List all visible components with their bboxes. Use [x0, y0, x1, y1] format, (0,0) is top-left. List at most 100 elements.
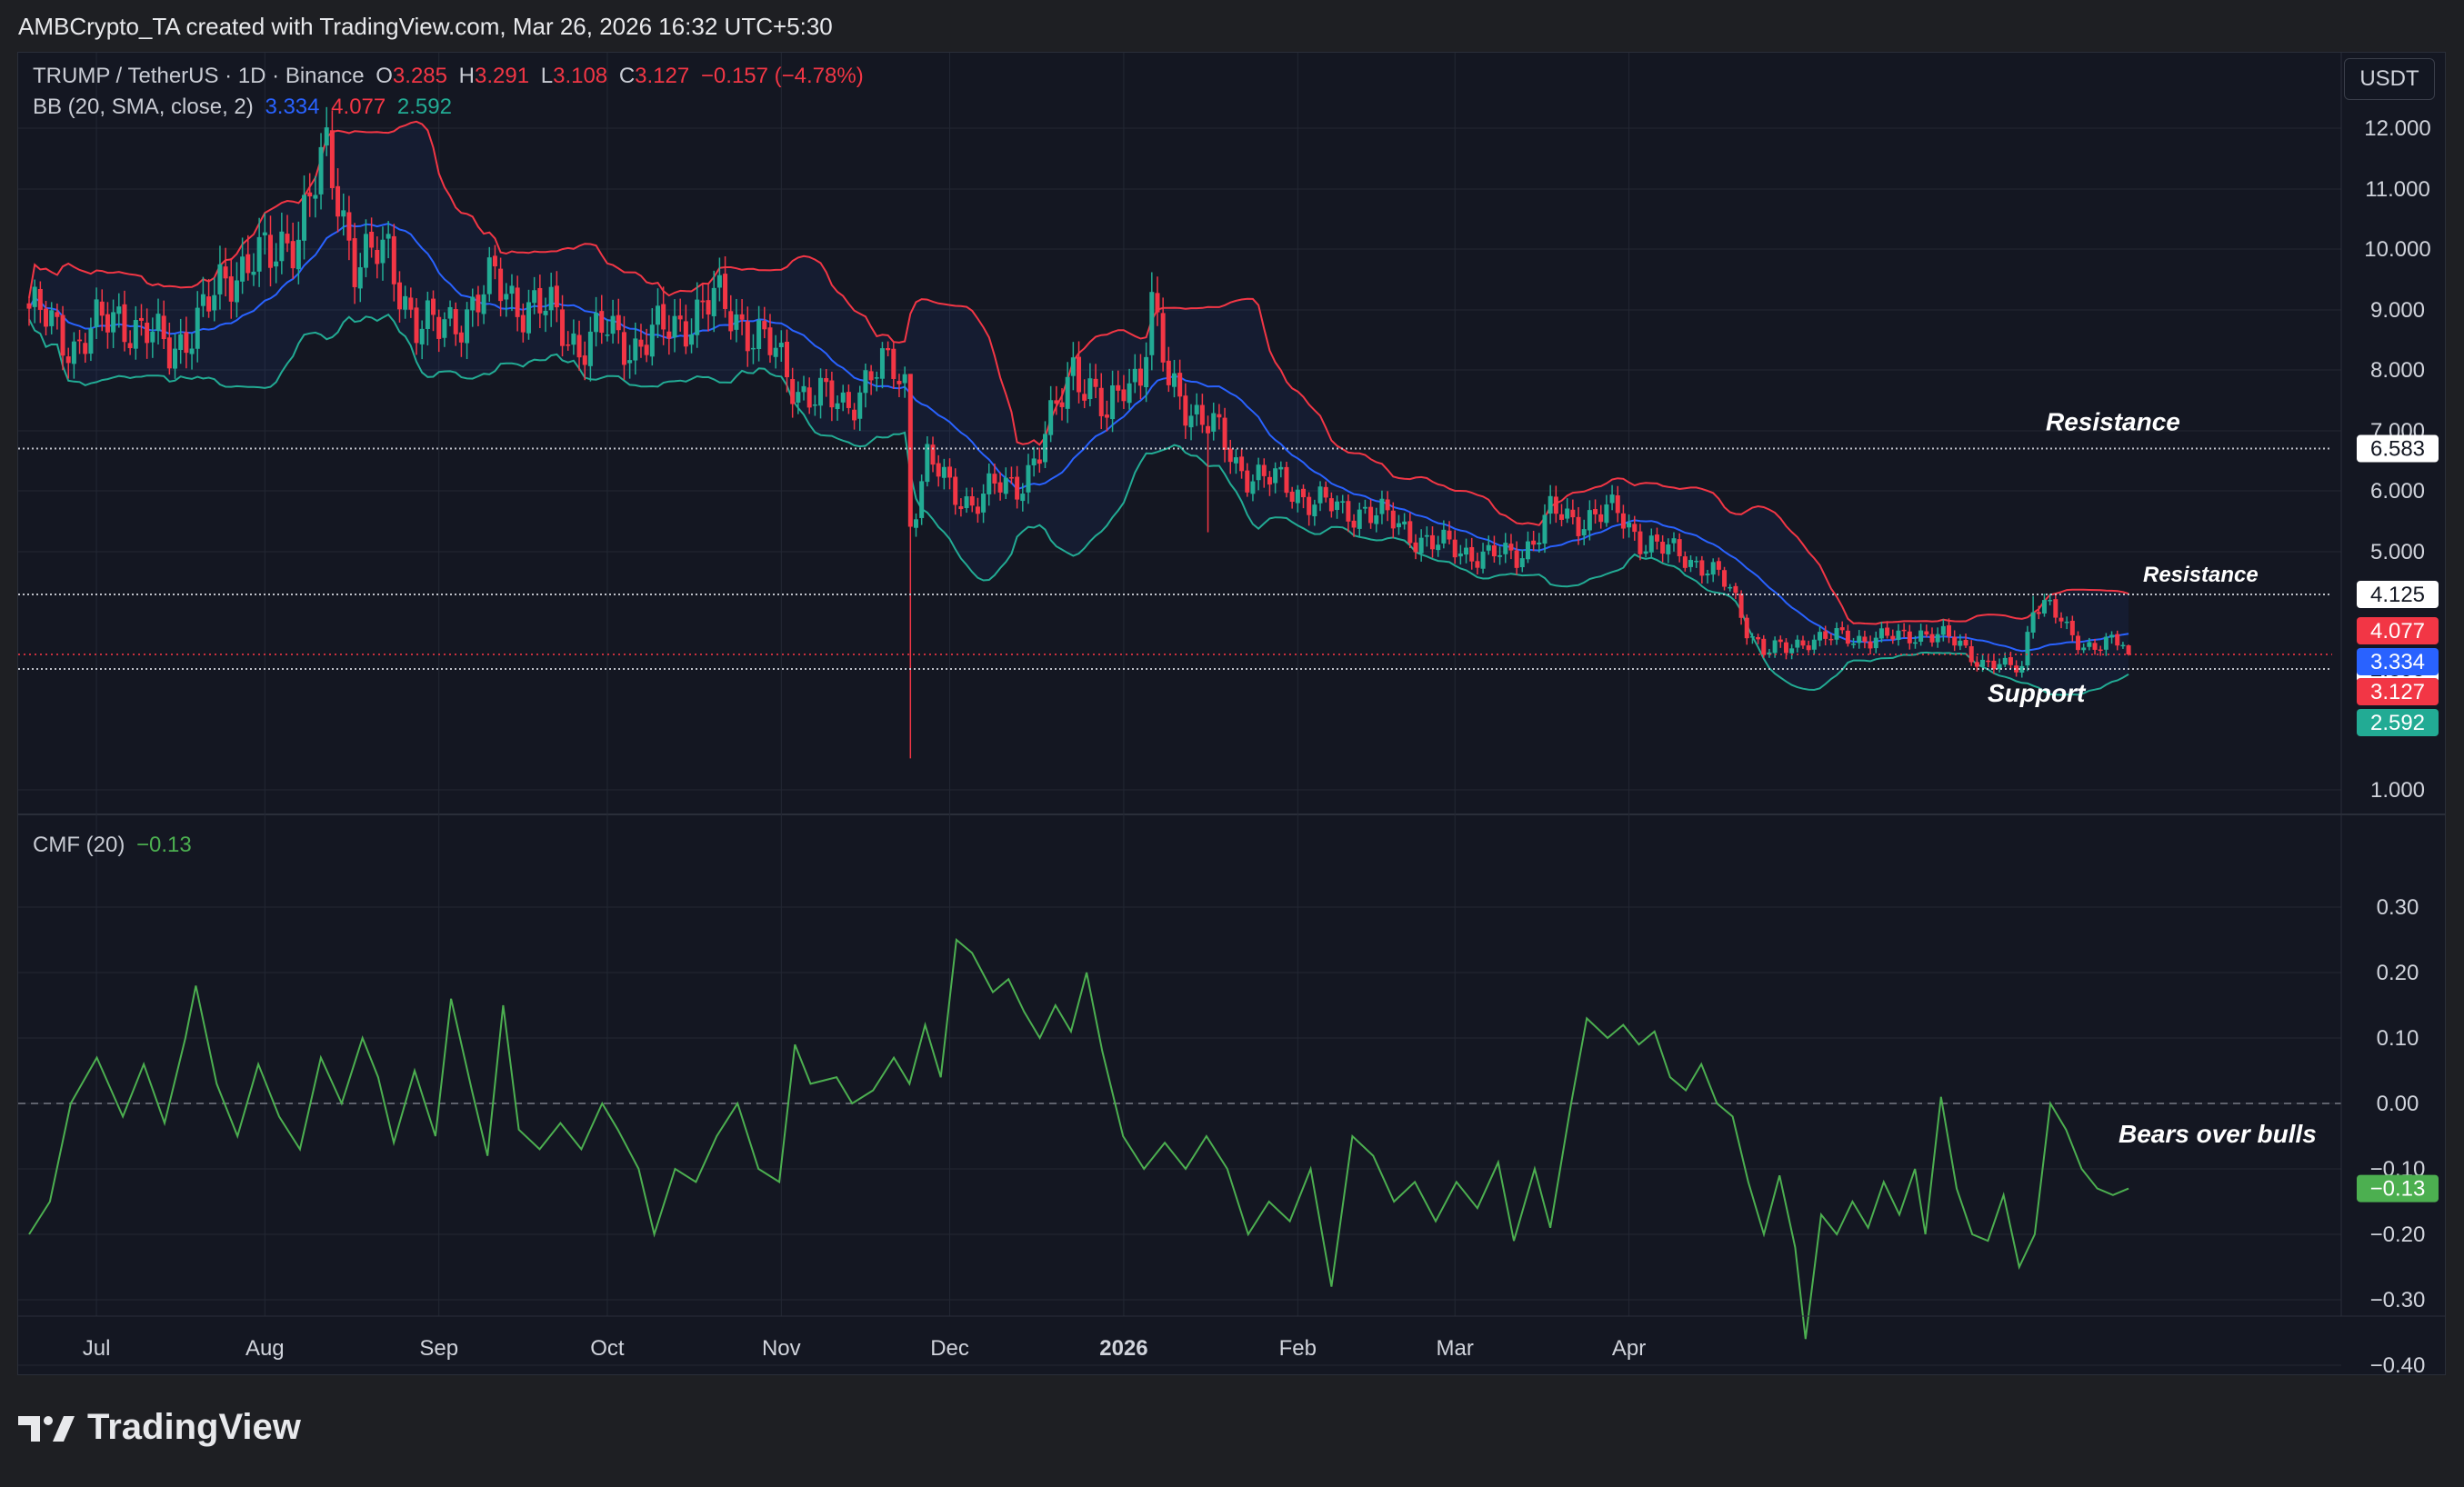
- candle-body: [133, 320, 138, 349]
- candle-body: [178, 334, 184, 351]
- price-badge-text: 2.592: [2370, 711, 2425, 735]
- candle-body: [77, 339, 83, 342]
- candle-body: [1104, 414, 1109, 418]
- tradingview-footer: TradingView: [18, 1407, 301, 1448]
- candle-body: [1480, 551, 1486, 569]
- candle-body: [818, 377, 824, 406]
- price-badge-2.592: [2357, 709, 2439, 736]
- candle-body: [2030, 612, 2036, 633]
- candle-body: [1519, 558, 1525, 568]
- candle-body: [661, 304, 666, 330]
- candle-body: [1581, 529, 1587, 536]
- candle-body: [1789, 648, 1795, 654]
- candle-body: [633, 338, 638, 361]
- candle-body: [357, 267, 363, 289]
- candle-body: [465, 309, 470, 344]
- candle-body: [1457, 553, 1463, 557]
- candle-body: [65, 356, 71, 364]
- price-badge-text: 4.077: [2370, 619, 2425, 644]
- candle-body: [868, 371, 874, 381]
- candle-body: [992, 474, 997, 484]
- candle-body: [470, 296, 476, 311]
- candle-body: [1020, 494, 1026, 502]
- candle-body: [796, 392, 801, 403]
- cmf-label: CMF (20): [33, 833, 125, 857]
- candle-body: [49, 310, 55, 326]
- candle-body: [431, 298, 436, 315]
- candle-body: [1728, 586, 1733, 589]
- candle-body: [582, 355, 587, 365]
- candle-body: [88, 328, 94, 354]
- candle-body: [1958, 640, 1963, 646]
- candle-body: [1307, 496, 1312, 515]
- bb-label: BB (20, SMA, close, 2): [33, 95, 254, 119]
- candle-body: [773, 347, 778, 357]
- candle-body: [1710, 562, 1716, 575]
- candle-body: [1059, 402, 1065, 407]
- candle-body: [1705, 574, 1710, 576]
- candle-body: [734, 314, 739, 330]
- candle-body: [318, 146, 324, 195]
- candle-body: [2053, 599, 2058, 618]
- candle-body: [1026, 464, 1031, 493]
- candle-body: [1390, 510, 1396, 529]
- candle-body: [267, 235, 273, 268]
- time-axis-label-oct: Oct: [590, 1336, 625, 1361]
- currency-button[interactable]: USDT: [2344, 58, 2435, 100]
- candle-body: [1565, 508, 1570, 519]
- candle-body: [941, 466, 947, 478]
- candle-body: [1121, 389, 1127, 402]
- candle-body: [1396, 523, 1401, 528]
- candle-body: [1385, 499, 1390, 511]
- candle-body: [532, 290, 537, 304]
- candle-body: [1351, 520, 1357, 528]
- candle-body: [1873, 637, 1878, 649]
- chart-canvas[interactable]: Resistance Resistance Support 12.000 11.000 1…: [18, 53, 2445, 1374]
- candle-body: [414, 307, 419, 344]
- candle-body: [2126, 645, 2131, 654]
- candle-body: [896, 381, 902, 384]
- candle-body: [1160, 313, 1166, 363]
- candle-body: [223, 266, 228, 279]
- candle-body: [386, 234, 391, 239]
- candle-body: [2098, 649, 2103, 652]
- level-badge-6.583: [2357, 434, 2439, 463]
- candle-body: [2087, 642, 2092, 647]
- candle-body: [1868, 641, 1873, 649]
- candle-body: [891, 348, 896, 379]
- candle-body: [1878, 628, 1884, 639]
- candle-body: [537, 287, 543, 314]
- candle-body: [32, 286, 37, 307]
- candle-body: [1756, 636, 1761, 640]
- candle-body: [1144, 356, 1149, 387]
- candle-body: [1222, 417, 1227, 450]
- candle-body: [391, 235, 396, 284]
- cmf-axis-label: −0.20: [2370, 1223, 2426, 1247]
- candle-body: [1857, 635, 1862, 644]
- candle-body: [1615, 494, 1620, 514]
- time-axis-label-nov: Nov: [762, 1336, 801, 1361]
- level-badge-4.125: [2357, 581, 2439, 608]
- price-axis-label: 9.000: [2370, 298, 2425, 323]
- candle-body: [1155, 293, 1160, 313]
- candle-body: [1795, 639, 1800, 648]
- candle-body: [695, 299, 700, 335]
- candle-body: [2081, 647, 2087, 651]
- level-badge-text: 4.125: [2370, 583, 2425, 607]
- candle-body: [1497, 554, 1503, 557]
- time-axis-label-apr: Apr: [1612, 1336, 1646, 1361]
- candle-body: [476, 294, 481, 313]
- candle-body: [212, 294, 217, 311]
- candle-body: [1559, 514, 1565, 520]
- candle-body: [1503, 543, 1508, 554]
- candle-body: [1722, 570, 1728, 587]
- candle-body: [1744, 617, 1749, 639]
- candle-body: [2092, 643, 2098, 650]
- price-badge-text: 3.127: [2370, 680, 2425, 704]
- candle-body: [520, 314, 526, 333]
- candle-body: [1346, 501, 1351, 522]
- candle-body: [1042, 434, 1047, 463]
- candle-body: [1413, 542, 1418, 553]
- candle-body: [346, 212, 352, 241]
- annotation-resistance-0: Resistance: [2046, 408, 2180, 436]
